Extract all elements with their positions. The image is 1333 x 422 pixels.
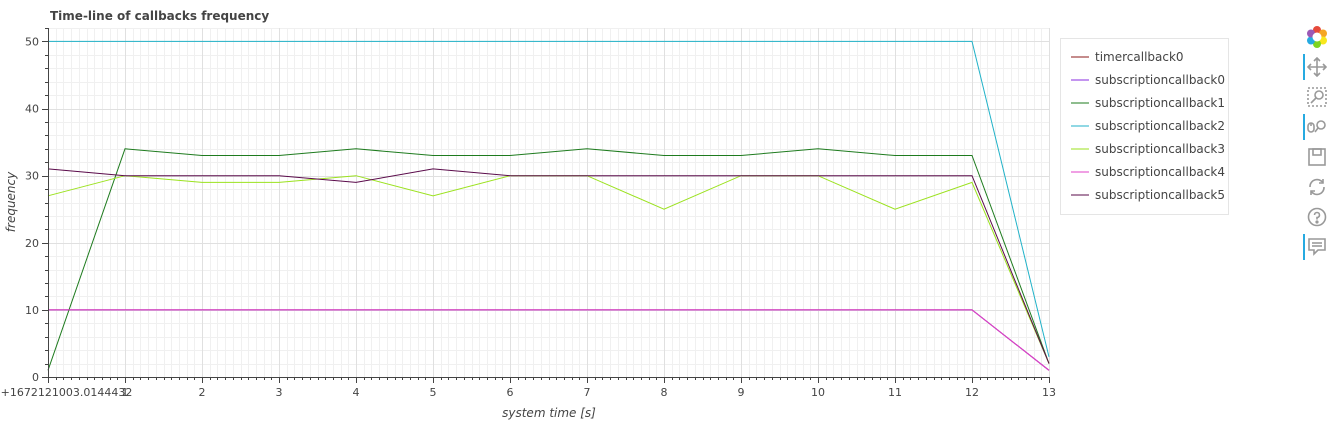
help-icon: [1307, 207, 1326, 227]
x-tick-label: 8: [661, 386, 668, 399]
series-line: [47, 168, 1050, 364]
save-icon: [1307, 148, 1326, 166]
box-zoom-icon: [1306, 87, 1327, 107]
x-tick-label: 13: [1042, 386, 1056, 399]
series-line: [48, 309, 1050, 371]
y-ticks: 0 10 20 30 40 50: [25, 28, 48, 384]
x-tick-label: 9: [738, 386, 745, 399]
help-tool[interactable]: [1300, 202, 1333, 232]
legend-label: subscriptioncallback3: [1095, 142, 1225, 156]
x-tick-label: 6: [507, 386, 514, 399]
series-line: [47, 148, 1050, 371]
box-zoom-tool[interactable]: [1300, 82, 1333, 112]
x-tick-label: 2: [199, 386, 206, 399]
wheel-zoom-icon: [1306, 120, 1326, 133]
hover-tool[interactable]: [1300, 232, 1333, 262]
bokeh-logo[interactable]: [1300, 22, 1333, 52]
x-tick-label: 12: [965, 386, 979, 399]
legend-label: subscriptioncallback1: [1095, 96, 1225, 110]
x-tick-label: 0+1672121003.0144432: [0, 386, 132, 399]
axes: [48, 28, 1049, 378]
legend: timercallback0 subscriptioncallback0 subsc…: [1060, 38, 1229, 215]
y-tick-label: 10: [25, 304, 39, 317]
legend-label: timercallback0: [1095, 50, 1184, 64]
legend-label: subscriptioncallback2: [1095, 119, 1225, 133]
pan-icon: [1306, 57, 1327, 77]
bokeh-logo-icon: [1306, 26, 1327, 48]
x-tick-label: 11: [888, 386, 902, 399]
reset-icon: [1308, 178, 1325, 196]
x-tick-label: 7: [584, 386, 591, 399]
y-tick-label: 20: [25, 237, 39, 250]
y-tick-label: 30: [25, 170, 39, 183]
y-tick-label: 40: [25, 103, 39, 116]
wheel-zoom-tool[interactable]: [1300, 112, 1333, 142]
pan-tool[interactable]: [1300, 52, 1333, 82]
legend-label: subscriptioncallback0: [1095, 73, 1225, 87]
x-tick-label: 4: [353, 386, 360, 399]
legend-label: subscriptioncallback5: [1095, 188, 1225, 202]
chart-title: Time-line of callbacks frequency: [50, 9, 269, 23]
y-axis-label: frequency: [4, 171, 18, 232]
minor-grid: [48, 28, 1049, 377]
hover-icon: [1307, 238, 1326, 256]
toolbar: [1300, 22, 1333, 262]
series-lines: [47, 40, 1050, 371]
series-line: [48, 309, 1050, 371]
x-tick-label: 5: [430, 386, 437, 399]
y-tick-label: 0: [32, 371, 39, 384]
x-tick-label: 1: [122, 386, 129, 399]
x-axis-label: system time [s]: [502, 406, 596, 420]
save-tool[interactable]: [1300, 142, 1333, 172]
y-tick-label: 50: [25, 35, 39, 48]
major-grid: [48, 28, 1050, 378]
x-tick-label: 3: [276, 386, 283, 399]
series-line: [48, 40, 1050, 358]
reset-tool[interactable]: [1300, 172, 1333, 202]
series-line: [48, 309, 1050, 371]
legend-label: subscriptioncallback4: [1095, 165, 1225, 179]
x-tick-label: 10: [811, 386, 825, 399]
